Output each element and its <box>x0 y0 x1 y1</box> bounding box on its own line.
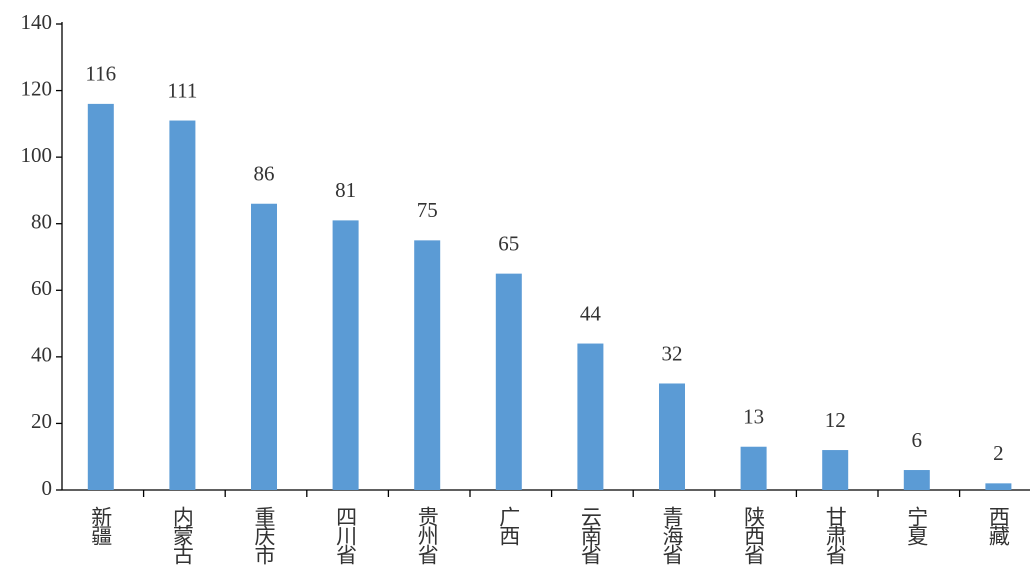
x-tick-label: 甘肃省 <box>823 506 847 565</box>
y-tick-label: 100 <box>21 143 53 167</box>
y-tick-label: 0 <box>42 476 53 500</box>
data-label: 116 <box>85 62 116 86</box>
bar <box>903 470 930 490</box>
y-tick-label: 120 <box>21 76 53 100</box>
data-label: 86 <box>254 162 275 186</box>
x-tick-label: 青海省 <box>660 506 684 565</box>
y-tick-label: 20 <box>31 409 52 433</box>
y-tick-label: 140 <box>21 10 53 34</box>
data-label: 6 <box>912 428 923 452</box>
x-tick-label: 新疆 <box>89 506 113 546</box>
y-tick-label: 40 <box>31 343 52 367</box>
data-label: 111 <box>167 78 197 102</box>
data-label: 32 <box>662 341 683 365</box>
data-label: 2 <box>993 441 1004 465</box>
x-tick-label: 宁夏 <box>905 506 929 546</box>
data-label: 12 <box>825 408 846 432</box>
bar <box>495 273 522 490</box>
x-tick-label: 贵州省 <box>415 506 439 565</box>
bar <box>577 343 604 490</box>
x-tick-label: 重庆市 <box>252 506 276 565</box>
x-tick-label: 广西 <box>497 506 521 546</box>
x-tick-label: 陕西省 <box>742 506 766 565</box>
bar <box>822 450 849 490</box>
data-label: 13 <box>743 405 764 429</box>
data-label: 75 <box>417 198 438 222</box>
bar <box>332 220 359 490</box>
bar <box>169 120 196 491</box>
y-tick-label: 80 <box>31 210 52 234</box>
bar <box>251 203 277 490</box>
bar <box>985 483 1012 490</box>
data-label: 44 <box>580 301 602 325</box>
data-label: 65 <box>498 231 519 255</box>
x-tick-label: 内蒙古 <box>170 506 194 565</box>
data-label: 81 <box>335 178 356 202</box>
x-tick-label: 西藏 <box>986 506 1010 546</box>
y-tick-label: 60 <box>31 276 52 300</box>
x-tick-label: 云南省 <box>578 506 602 565</box>
bar <box>740 446 767 490</box>
bar <box>659 383 685 490</box>
bar <box>414 240 441 490</box>
bar <box>87 103 114 490</box>
x-tick-label: 四川省 <box>334 506 358 565</box>
